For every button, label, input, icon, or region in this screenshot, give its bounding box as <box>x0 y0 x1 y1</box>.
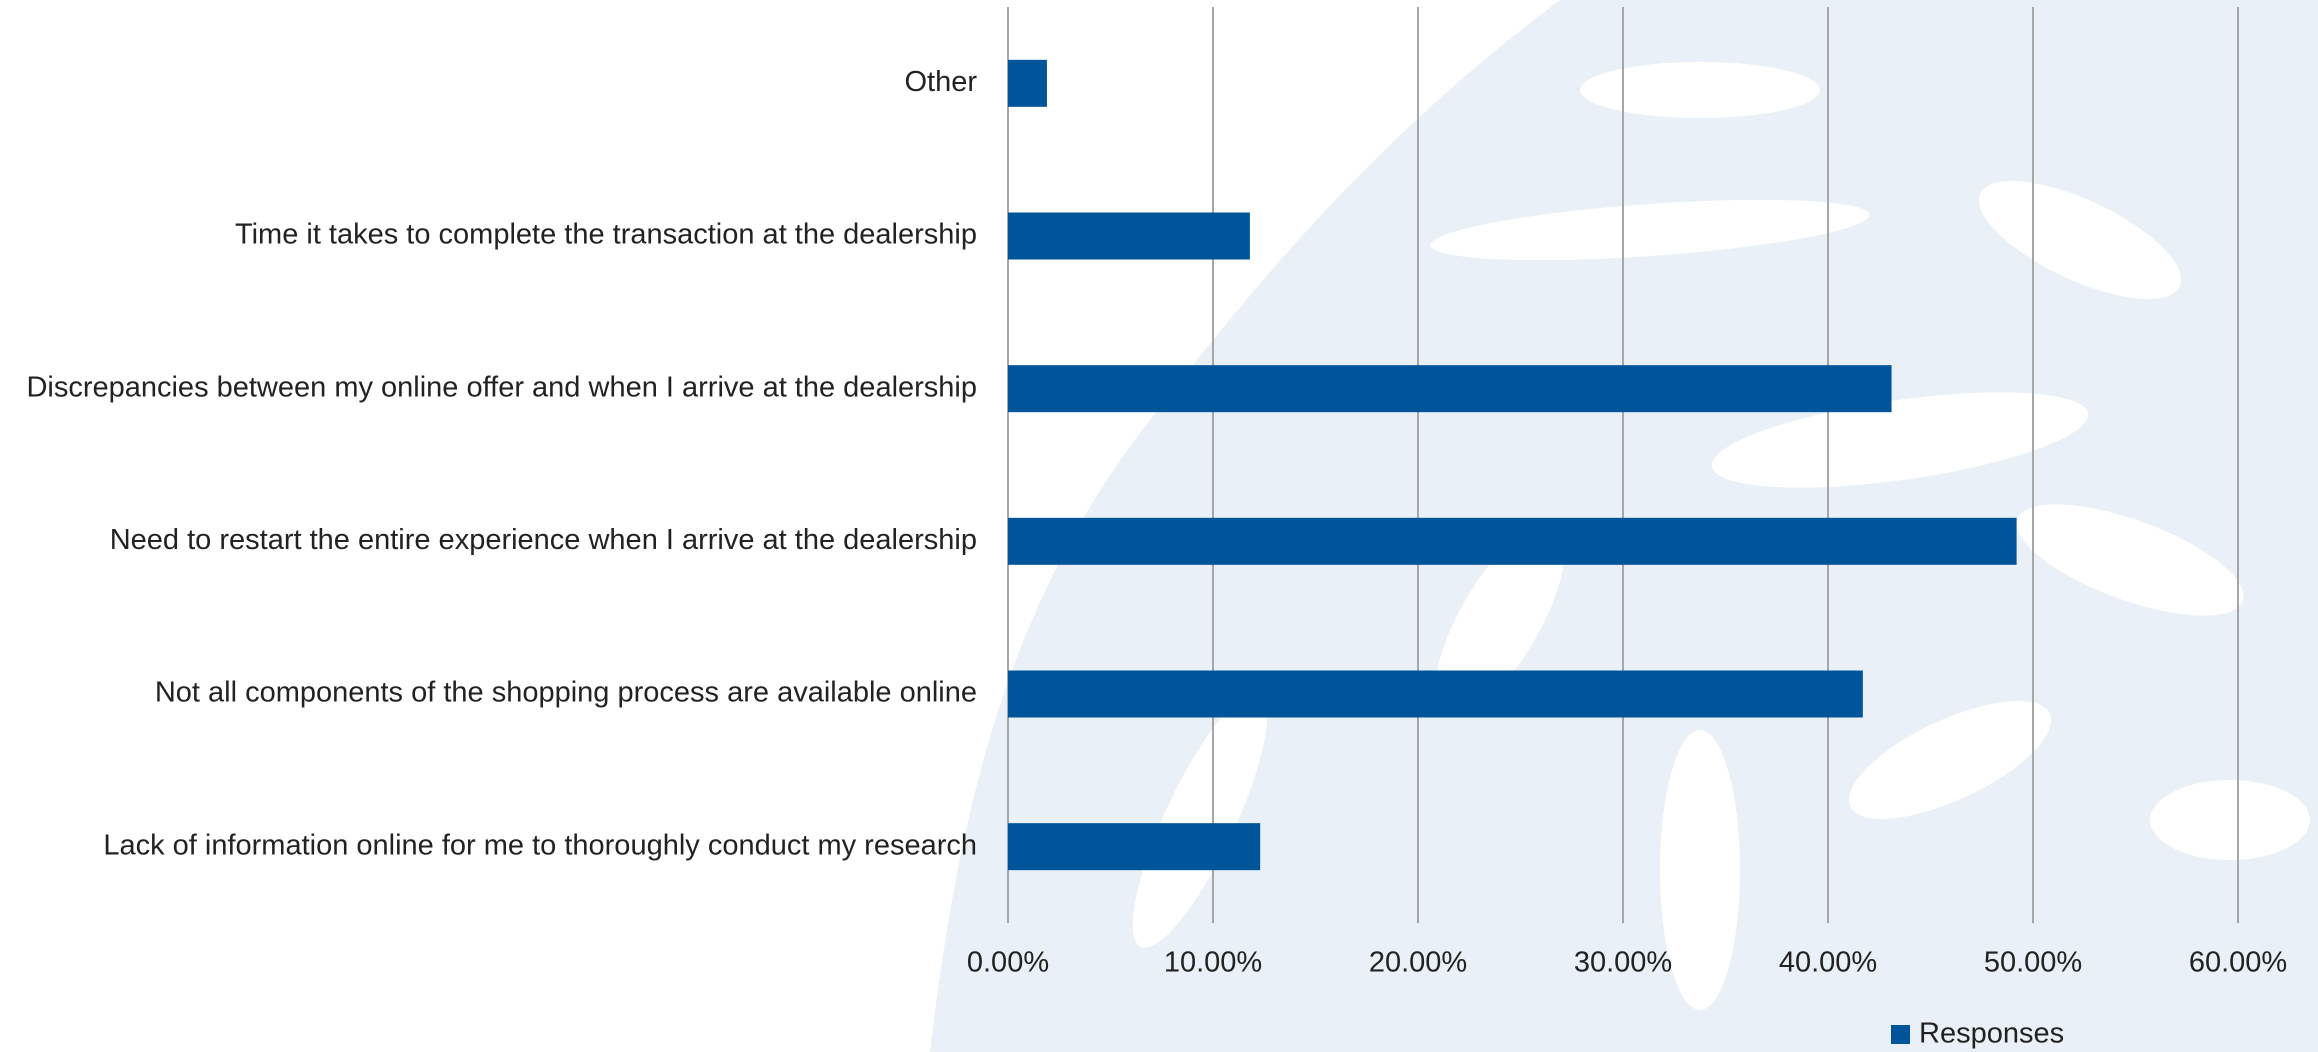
legend-swatch <box>1891 1025 1910 1044</box>
y-tick-label: Time it takes to complete the transactio… <box>235 219 977 251</box>
x-tick-label: 50.00% <box>1984 947 2082 979</box>
bar <box>1008 823 1261 871</box>
x-tick-label: 20.00% <box>1369 947 1467 979</box>
x-tick-label: 30.00% <box>1574 947 1672 979</box>
x-tick-label: 60.00% <box>2189 947 2287 979</box>
x-tick-label: 40.00% <box>1779 947 1877 979</box>
bar <box>1008 212 1250 260</box>
bar <box>1008 365 1892 413</box>
bar <box>1008 59 1047 107</box>
bar <box>1008 517 2017 565</box>
y-tick-label: Not all components of the shopping proce… <box>155 677 977 709</box>
x-tick-label: 10.00% <box>1164 947 1262 979</box>
bar <box>1008 670 1863 718</box>
y-tick-label: Lack of information online for me to tho… <box>103 829 977 861</box>
y-tick-label: Discrepancies between my online offer an… <box>26 371 977 403</box>
y-tick-label: Need to restart the entire experience wh… <box>110 524 977 556</box>
y-tick-label: Other <box>904 66 977 98</box>
legend-label: Responses <box>1919 1018 2064 1050</box>
x-tick-label: 0.00% <box>967 947 1049 979</box>
